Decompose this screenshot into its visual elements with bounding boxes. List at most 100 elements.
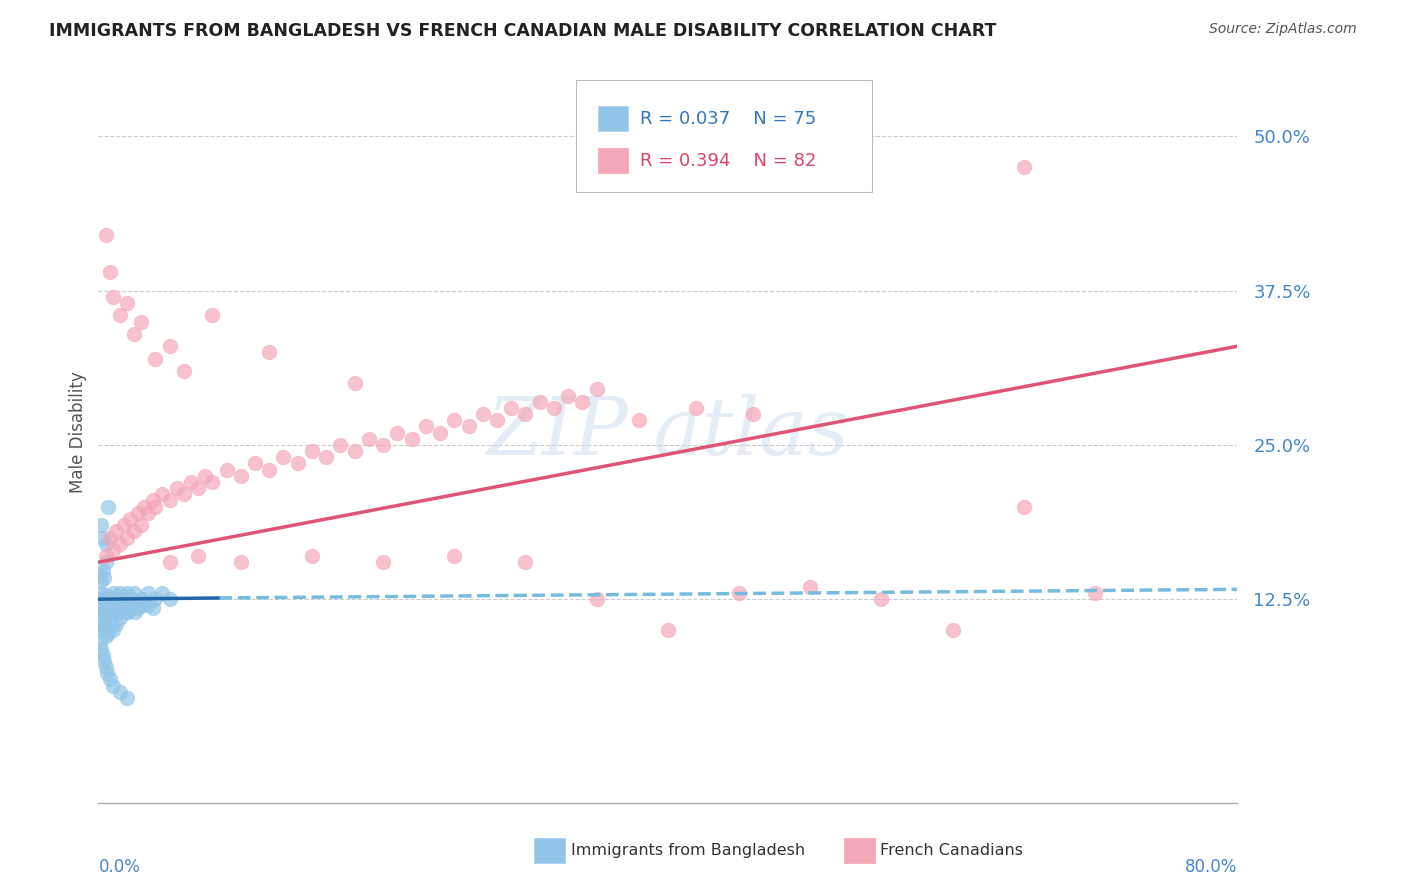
Point — [401, 432, 423, 446]
Point — [194, 468, 217, 483]
Point — [94, 660, 117, 674]
Point — [343, 376, 366, 391]
Point — [315, 450, 337, 465]
Point — [115, 605, 138, 619]
Point — [103, 596, 125, 610]
Text: ZIP atlas: ZIP atlas — [486, 394, 849, 471]
Point — [141, 493, 163, 508]
Point — [100, 592, 122, 607]
Y-axis label: Male Disability: Male Disability — [69, 372, 87, 493]
Point — [101, 679, 124, 693]
Point — [471, 407, 494, 421]
Point — [112, 518, 135, 533]
Point — [121, 599, 143, 613]
Point — [628, 413, 651, 427]
Point — [125, 596, 148, 610]
Point — [187, 549, 209, 563]
Point — [443, 413, 465, 427]
Point — [107, 599, 129, 613]
Point — [127, 600, 149, 615]
Point — [343, 444, 366, 458]
Point — [585, 592, 607, 607]
Point — [152, 487, 174, 501]
Point — [415, 419, 437, 434]
Text: Source: ZipAtlas.com: Source: ZipAtlas.com — [1209, 22, 1357, 37]
Point — [89, 635, 111, 649]
Point — [141, 600, 163, 615]
Point — [1012, 500, 1035, 514]
Text: Immigrants from Bangladesh: Immigrants from Bangladesh — [571, 843, 806, 857]
Point — [110, 596, 132, 610]
Point — [159, 493, 181, 508]
Point — [180, 475, 202, 489]
Point — [127, 506, 149, 520]
Point — [287, 457, 309, 471]
Point — [115, 531, 138, 545]
Point — [799, 580, 821, 594]
Text: IMMIGRANTS FROM BANGLADESH VS FRENCH CANADIAN MALE DISABILITY CORRELATION CHART: IMMIGRANTS FROM BANGLADESH VS FRENCH CAN… — [49, 22, 997, 40]
Point — [122, 586, 145, 600]
Point — [91, 564, 114, 578]
Point — [90, 574, 112, 588]
Point — [187, 481, 209, 495]
Point — [94, 600, 117, 615]
Point — [515, 555, 537, 569]
Point — [96, 605, 118, 619]
Point — [201, 309, 224, 323]
Point — [515, 407, 537, 421]
Point — [111, 600, 134, 615]
Point — [90, 592, 112, 607]
Point — [685, 401, 707, 415]
Point — [529, 394, 551, 409]
Point — [91, 648, 114, 662]
Point — [543, 401, 565, 415]
Point — [94, 228, 117, 243]
Point — [101, 542, 124, 557]
Point — [571, 394, 593, 409]
Point — [114, 599, 136, 613]
Point — [89, 567, 111, 582]
Text: 80.0%: 80.0% — [1185, 858, 1237, 876]
Point — [145, 500, 167, 514]
Point — [90, 600, 112, 615]
Point — [115, 586, 138, 600]
Point — [129, 592, 152, 607]
Point — [159, 592, 181, 607]
Point — [215, 462, 238, 476]
Point — [259, 345, 281, 359]
Point — [387, 425, 409, 440]
Point — [357, 432, 380, 446]
Point — [108, 611, 131, 625]
Point — [742, 407, 765, 421]
Point — [98, 605, 121, 619]
Point — [243, 457, 266, 471]
Point — [98, 265, 121, 279]
Point — [124, 605, 146, 619]
Point — [118, 600, 141, 615]
Point — [136, 586, 159, 600]
Point — [97, 600, 120, 615]
Point — [115, 690, 138, 705]
Point — [136, 599, 159, 613]
Point — [96, 592, 118, 607]
Point — [105, 592, 128, 607]
Point — [585, 383, 607, 397]
Text: 0.0%: 0.0% — [98, 858, 141, 876]
Point — [132, 500, 155, 514]
Point — [96, 666, 118, 681]
Point — [373, 555, 395, 569]
Point — [301, 444, 323, 458]
Point — [429, 425, 451, 440]
Point — [112, 592, 135, 607]
Point — [98, 531, 121, 545]
Point — [1012, 161, 1035, 175]
Point — [98, 673, 121, 687]
Point — [91, 613, 114, 627]
Point — [98, 616, 121, 631]
Point — [501, 401, 523, 415]
Point — [94, 555, 117, 569]
Point — [159, 555, 181, 569]
Point — [97, 500, 120, 514]
Point — [1084, 586, 1107, 600]
Point — [90, 641, 112, 656]
